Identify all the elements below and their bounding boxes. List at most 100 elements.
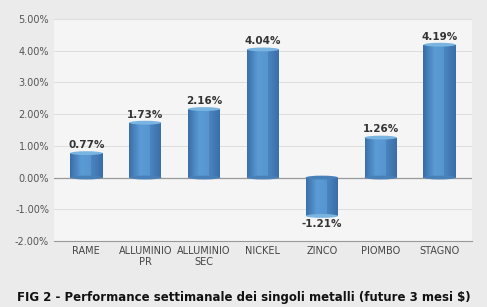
Bar — [151, 123, 152, 177]
Bar — [268, 49, 269, 177]
Bar — [390, 138, 391, 177]
Bar — [149, 123, 150, 177]
Bar — [308, 177, 309, 216]
Bar — [382, 138, 383, 177]
Bar — [391, 138, 392, 177]
Bar — [323, 177, 324, 216]
Bar — [140, 123, 141, 177]
Bar — [444, 45, 445, 177]
Bar — [133, 123, 134, 177]
Bar — [157, 123, 158, 177]
Ellipse shape — [365, 136, 397, 139]
Bar — [327, 177, 328, 216]
Bar — [439, 45, 440, 177]
Bar — [210, 109, 211, 177]
Bar — [426, 45, 427, 177]
Bar — [134, 123, 135, 177]
Bar — [428, 45, 429, 177]
Bar — [450, 45, 451, 177]
Bar — [159, 123, 160, 177]
Bar — [97, 153, 98, 177]
Bar — [429, 45, 430, 177]
Bar — [264, 49, 265, 177]
Bar — [214, 109, 215, 177]
Bar — [383, 138, 384, 177]
Bar — [384, 138, 385, 177]
Bar — [435, 45, 436, 177]
Bar — [73, 153, 74, 177]
Bar — [367, 138, 368, 177]
Bar — [255, 49, 256, 177]
Bar — [376, 138, 377, 177]
Bar — [372, 138, 373, 177]
Bar — [258, 49, 259, 177]
Bar — [98, 153, 99, 177]
Bar — [432, 45, 433, 177]
Bar — [335, 177, 336, 216]
Bar — [203, 109, 204, 177]
Bar — [189, 109, 190, 177]
Ellipse shape — [129, 176, 161, 180]
Bar — [332, 177, 333, 216]
Bar — [324, 177, 325, 216]
Bar — [247, 49, 248, 177]
Bar — [202, 109, 203, 177]
Bar — [373, 138, 374, 177]
Bar — [188, 109, 189, 177]
Bar — [87, 153, 88, 177]
Bar — [72, 153, 73, 177]
Bar — [155, 123, 156, 177]
Bar — [198, 109, 199, 177]
Bar — [194, 109, 195, 177]
Bar — [424, 45, 425, 177]
Bar — [92, 153, 93, 177]
Bar — [99, 153, 100, 177]
Text: -1.21%: -1.21% — [301, 219, 342, 229]
Bar — [434, 45, 435, 177]
Bar — [96, 153, 97, 177]
Bar — [307, 177, 308, 216]
Bar — [153, 123, 154, 177]
Bar — [311, 177, 312, 216]
Bar — [200, 109, 201, 177]
Bar — [317, 177, 318, 216]
Bar — [80, 153, 81, 177]
Bar — [442, 45, 443, 177]
Bar — [154, 123, 155, 177]
Ellipse shape — [188, 107, 220, 111]
Bar — [267, 49, 268, 177]
Ellipse shape — [423, 176, 456, 180]
Bar — [132, 123, 133, 177]
Bar — [316, 177, 317, 216]
Bar — [306, 177, 307, 216]
Text: 4.19%: 4.19% — [421, 32, 458, 41]
Bar — [254, 49, 255, 177]
Bar — [94, 153, 95, 177]
Bar — [265, 49, 266, 177]
Bar — [269, 49, 270, 177]
Bar — [310, 177, 311, 216]
Bar — [334, 177, 335, 216]
Bar — [387, 138, 388, 177]
Bar — [333, 177, 334, 216]
Bar — [322, 177, 323, 216]
Bar — [75, 153, 76, 177]
Bar — [320, 177, 321, 216]
Bar — [389, 138, 390, 177]
Bar — [315, 177, 316, 216]
Bar — [148, 123, 149, 177]
Bar — [253, 49, 254, 177]
Bar — [209, 109, 210, 177]
Bar — [381, 138, 382, 177]
Text: 1.73%: 1.73% — [127, 110, 164, 119]
Bar — [144, 123, 145, 177]
Bar — [78, 153, 79, 177]
Bar — [440, 45, 441, 177]
Bar — [272, 49, 273, 177]
Bar — [431, 45, 432, 177]
Bar — [91, 153, 92, 177]
Ellipse shape — [247, 48, 279, 51]
Bar — [213, 109, 214, 177]
Bar — [158, 123, 159, 177]
Bar — [218, 109, 219, 177]
